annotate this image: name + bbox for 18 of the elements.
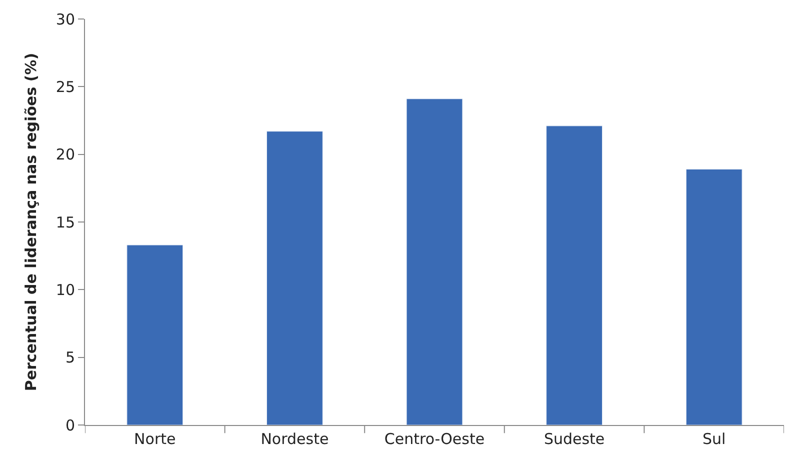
bar	[266, 131, 323, 425]
bar	[546, 126, 603, 425]
y-tick-label: 10	[56, 280, 75, 299]
x-tick-label: Nordeste	[260, 430, 329, 448]
bar	[686, 168, 742, 425]
y-tick-label: 5	[65, 348, 75, 367]
y-tick-label: 30	[56, 10, 75, 28]
x-tick-label: Norte	[134, 430, 176, 448]
x-tick-label: Sudeste	[544, 430, 605, 448]
y-tick-label: 25	[56, 78, 75, 96]
y-tick-label: 15	[56, 213, 75, 232]
bar	[406, 98, 463, 425]
x-tick-label: Sul	[702, 430, 726, 448]
y-tick-label: 0	[65, 416, 75, 434]
y-tick-label: 20	[56, 146, 75, 164]
x-tick-label: Centro-Oeste	[384, 430, 485, 448]
y-axis-title: Percentual de liderança nas regiões (%)	[22, 52, 40, 392]
bar	[126, 244, 184, 425]
